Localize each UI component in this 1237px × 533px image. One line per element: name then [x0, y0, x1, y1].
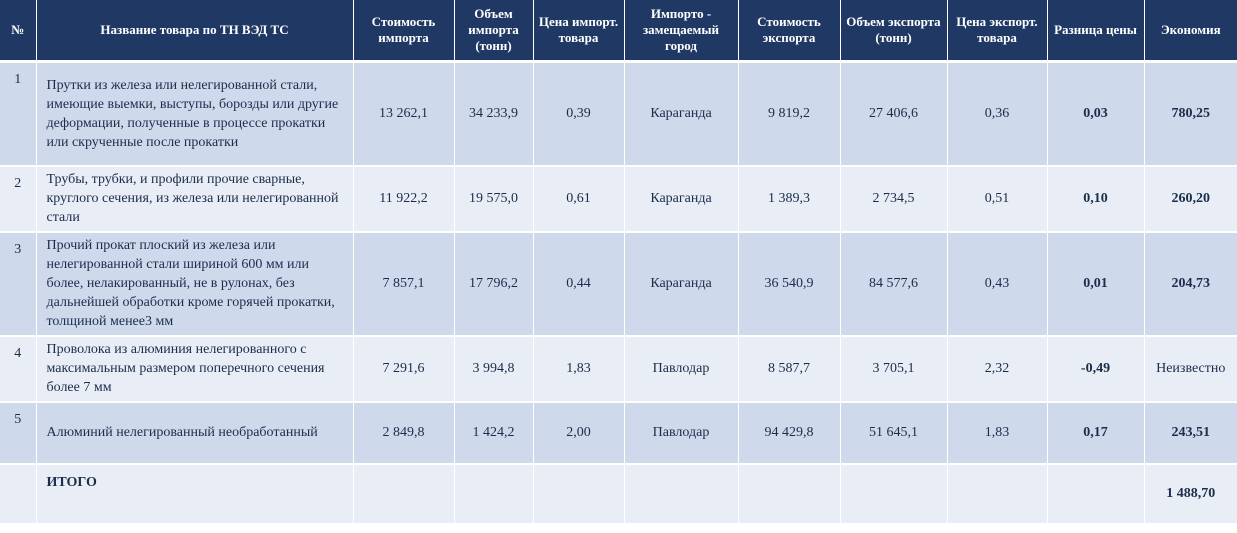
row-price-diff: 0,17 [1047, 401, 1145, 465]
row-export-volume: 84 577,6 [840, 231, 948, 337]
row-price-diff: 0,03 [1047, 61, 1145, 167]
total-empty-cell [947, 463, 1048, 525]
row-name: Трубы, трубки, и профили прочие сварные,… [36, 165, 354, 233]
row-export-price: 1,83 [947, 401, 1048, 465]
row-import-volume: 3 994,8 [454, 335, 534, 403]
row-import-value: 13 262,1 [353, 61, 455, 167]
row-name: Алюминий нелегированный необработанный [36, 401, 354, 465]
row-num: 1 [0, 61, 37, 167]
row-num: 3 [0, 231, 37, 337]
row-city: Караганда [624, 61, 739, 167]
total-num-cell [0, 463, 37, 525]
total-empty-cell [840, 463, 948, 525]
row-economy: 204,73 [1144, 231, 1237, 337]
total-empty-cell [1047, 463, 1145, 525]
row-city: Караганда [624, 165, 739, 233]
table-row: 5 Алюминий нелегированный необработанный… [0, 401, 1237, 465]
total-empty-cell [624, 463, 739, 525]
row-import-value: 7 291,6 [353, 335, 455, 403]
row-price-diff: 0,10 [1047, 165, 1145, 233]
row-price-diff: 0,01 [1047, 231, 1145, 337]
row-economy: 260,20 [1144, 165, 1237, 233]
row-economy: 780,25 [1144, 61, 1237, 167]
header-import-value: Стоимость импорта [353, 0, 455, 63]
row-name: Проволока из алюминия нелегированного с … [36, 335, 354, 403]
row-import-price: 0,61 [533, 165, 625, 233]
header-num: № [0, 0, 37, 63]
table-body: 1 Прутки из железа или нелегированной ст… [0, 61, 1237, 525]
row-import-value: 11 922,2 [353, 165, 455, 233]
header-city: Импорто - замещаемый город [624, 0, 739, 63]
row-import-volume: 19 575,0 [454, 165, 534, 233]
row-import-volume: 17 796,2 [454, 231, 534, 337]
row-import-value: 2 849,8 [353, 401, 455, 465]
row-num: 2 [0, 165, 37, 233]
total-empty-cell [353, 463, 455, 525]
row-city: Павлодар [624, 401, 739, 465]
row-export-price: 0,36 [947, 61, 1048, 167]
table-row: 4 Проволока из алюминия нелегированного … [0, 335, 1237, 403]
row-import-price: 0,39 [533, 61, 625, 167]
row-city: Павлодар [624, 335, 739, 403]
row-name: Прочий прокат плоский из железа или неле… [36, 231, 354, 337]
row-export-value: 94 429,8 [738, 401, 841, 465]
row-export-value: 36 540,9 [738, 231, 841, 337]
header-price-diff: Разница цены [1047, 0, 1145, 63]
row-import-value: 7 857,1 [353, 231, 455, 337]
row-price-diff: -0,49 [1047, 335, 1145, 403]
row-export-volume: 51 645,1 [840, 401, 948, 465]
row-export-price: 2,32 [947, 335, 1048, 403]
row-export-volume: 3 705,1 [840, 335, 948, 403]
table-row: 2 Трубы, трубки, и профили прочие сварны… [0, 165, 1237, 233]
row-import-volume: 1 424,2 [454, 401, 534, 465]
table-header: № Название товара по ТН ВЭД ТС Стоимость… [0, 0, 1237, 63]
header-name: Название товара по ТН ВЭД ТС [36, 0, 354, 63]
total-empty-cell [738, 463, 841, 525]
row-export-volume: 27 406,6 [840, 61, 948, 167]
row-export-price: 0,51 [947, 165, 1048, 233]
total-empty-cell [533, 463, 625, 525]
row-export-value: 9 819,2 [738, 61, 841, 167]
row-city: Караганда [624, 231, 739, 337]
row-import-price: 1,83 [533, 335, 625, 403]
header-export-volume: Объем экспорта (тонн) [840, 0, 948, 63]
total-row: ИТОГО 1 488,70 [0, 463, 1237, 525]
row-num: 4 [0, 335, 37, 403]
header-import-volume: Объем импорта (тонн) [454, 0, 534, 63]
header-export-value: Стоимость экспорта [738, 0, 841, 63]
table-row: 3 Прочий прокат плоский из железа или не… [0, 231, 1237, 337]
row-export-value: 1 389,3 [738, 165, 841, 233]
header-import-price: Цена импорт. товара [533, 0, 625, 63]
row-import-price: 2,00 [533, 401, 625, 465]
total-economy: 1 488,70 [1144, 463, 1237, 525]
row-name: Прутки из железа или нелегированной стал… [36, 61, 354, 167]
row-export-volume: 2 734,5 [840, 165, 948, 233]
total-label: ИТОГО [36, 463, 354, 525]
row-export-price: 0,43 [947, 231, 1048, 337]
header-export-price: Цена экспорт. товара [947, 0, 1048, 63]
row-import-price: 0,44 [533, 231, 625, 337]
row-economy: Неизвестно [1144, 335, 1237, 403]
total-empty-cell [454, 463, 534, 525]
header-economy: Экономия [1144, 0, 1237, 63]
row-import-volume: 34 233,9 [454, 61, 534, 167]
row-num: 5 [0, 401, 37, 465]
table-row: 1 Прутки из железа или нелегированной ст… [0, 61, 1237, 167]
row-export-value: 8 587,7 [738, 335, 841, 403]
row-economy: 243,51 [1144, 401, 1237, 465]
